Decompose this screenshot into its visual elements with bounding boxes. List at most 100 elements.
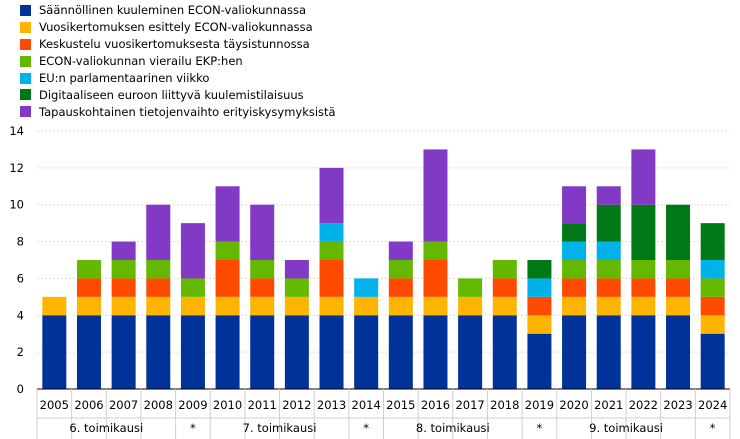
bar-segment xyxy=(250,260,275,279)
bar-segment xyxy=(146,315,171,389)
chart-legend: Säännöllinen kuuleminen ECON-valiokunnas… xyxy=(20,2,336,120)
bar-segment xyxy=(76,260,101,279)
bar-segment xyxy=(388,278,413,297)
bar-segment xyxy=(215,260,240,297)
bar-segment xyxy=(666,296,691,316)
bar-segment xyxy=(284,260,309,279)
y-tick-label: 0 xyxy=(17,382,24,396)
bar-segment xyxy=(492,278,517,297)
bar-segment xyxy=(146,296,171,316)
legend-label: ECON-valiokunnan vierailu EKP:hen xyxy=(39,54,243,69)
bar-segment xyxy=(319,241,344,260)
legend-item: ECON-valiokunnan vierailu EKP:hen xyxy=(20,53,336,70)
bar-segment xyxy=(596,315,621,389)
bar-segment xyxy=(562,260,587,279)
bar-segment xyxy=(250,296,275,316)
y-tick-label: 2 xyxy=(17,345,24,359)
bar-segment xyxy=(423,260,448,297)
x-tick-label: 2023 xyxy=(663,398,692,412)
bar-segment xyxy=(354,315,379,389)
bar-segment xyxy=(423,149,448,242)
bar-segment xyxy=(631,204,656,260)
bar-segment xyxy=(388,315,413,389)
bar-segment xyxy=(284,296,309,316)
y-tick-label: 14 xyxy=(9,124,24,138)
bar-segment xyxy=(631,149,656,205)
bar-segment xyxy=(388,241,413,260)
group-label: * xyxy=(537,421,543,435)
bar-segment xyxy=(700,260,725,279)
bar-segment xyxy=(527,315,552,334)
x-tick-label: 2010 xyxy=(213,398,242,412)
bar-segment xyxy=(596,278,621,297)
bar-segment xyxy=(76,278,101,297)
y-tick-label: 6 xyxy=(17,271,24,285)
bar-segment xyxy=(111,315,136,389)
bar-segment xyxy=(319,223,344,242)
bar-segment xyxy=(76,315,101,389)
bar-segment xyxy=(527,296,552,316)
y-tick-label: 8 xyxy=(17,235,24,249)
legend-label: EU:n parlamentaarinen viikko xyxy=(39,71,210,85)
bar-segment xyxy=(492,296,517,316)
group-label: * xyxy=(363,421,369,435)
bar-segment xyxy=(319,315,344,389)
legend-label: Keskustelu vuosikertomuksesta täysistunn… xyxy=(39,37,310,52)
bar-segment xyxy=(631,260,656,279)
group-label: 6. toimikausi xyxy=(69,421,143,435)
x-tick-label: 2016 xyxy=(421,398,450,412)
bar-segment xyxy=(562,315,587,389)
legend-item: Vuosikertomuksen esittely ECON-valiokunn… xyxy=(20,19,336,36)
bar-segment xyxy=(631,315,656,389)
legend-swatch xyxy=(20,38,31,50)
bar-segment xyxy=(250,278,275,297)
legend-swatch xyxy=(20,21,31,33)
bar-segment xyxy=(631,296,656,316)
bar-segment xyxy=(596,186,621,205)
x-tick-label: 2012 xyxy=(282,398,311,412)
x-tick-label: 2015 xyxy=(386,398,415,412)
legend-swatch xyxy=(20,4,31,16)
bar-segment xyxy=(250,204,275,260)
bar-segment xyxy=(354,296,379,316)
bar-segment xyxy=(215,186,240,242)
x-tick-label: 2006 xyxy=(74,398,103,412)
bar-segment xyxy=(284,278,309,297)
bar-segment xyxy=(180,315,205,389)
bar-segment xyxy=(423,315,448,389)
y-tick-label: 12 xyxy=(9,161,24,175)
x-tick-label: 2019 xyxy=(525,398,554,412)
x-tick-label: 2018 xyxy=(490,398,519,412)
bar-segment xyxy=(596,204,621,242)
bar-segment xyxy=(111,278,136,297)
x-tick-label: 2013 xyxy=(317,398,346,412)
bar-segment xyxy=(146,204,171,260)
x-tick-label: 2020 xyxy=(559,398,588,412)
bar-segment xyxy=(111,241,136,260)
legend-item: Tapauskohtainen tietojenvaihto erityisky… xyxy=(20,103,336,120)
bar-segment xyxy=(76,296,101,316)
bar-segment xyxy=(562,241,587,260)
y-tick-label: 10 xyxy=(9,198,24,212)
x-tick-label: 2024 xyxy=(698,398,727,412)
x-tick-label: 2014 xyxy=(352,398,381,412)
bar-segment xyxy=(319,296,344,316)
bar-segment xyxy=(284,315,309,389)
group-label: 7. toimikausi xyxy=(243,421,317,435)
legend-swatch xyxy=(20,55,31,67)
bar-segment xyxy=(388,296,413,316)
x-tick-label: 2011 xyxy=(248,398,277,412)
bar-segment xyxy=(423,241,448,260)
x-tick-label: 2005 xyxy=(40,398,69,412)
bar-segment xyxy=(527,278,552,297)
legend-label: Digitaaliseen euroon liittyvä kuulemisti… xyxy=(39,87,304,102)
bar-segment xyxy=(596,296,621,316)
bar-segment xyxy=(666,204,691,260)
bar-segment xyxy=(562,223,587,242)
bar-segment xyxy=(700,278,725,297)
legend-label: Vuosikertomuksen esittely ECON-valiokunn… xyxy=(39,20,313,35)
bar-segment xyxy=(215,296,240,316)
bar-segment xyxy=(458,296,483,316)
bar-segment xyxy=(146,260,171,279)
bar-segment xyxy=(180,296,205,316)
